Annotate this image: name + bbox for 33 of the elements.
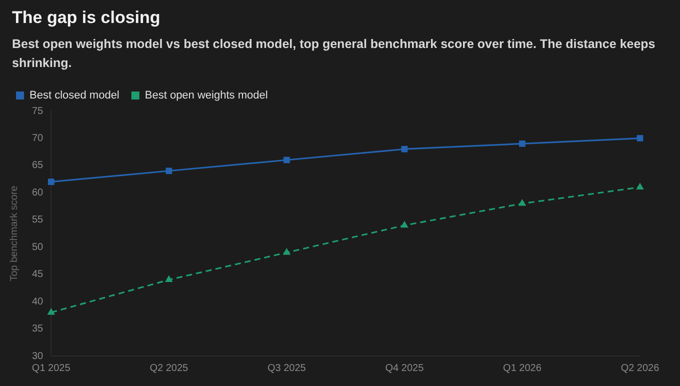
point	[401, 146, 408, 152]
point	[47, 308, 56, 315]
y-tick-label: 70	[32, 132, 44, 144]
point	[636, 135, 644, 142]
y-tick-label: 65	[32, 160, 44, 172]
chart-subtitle: Best open weights model vs best closed model, top general benchmark score over time. The distance keeps shrinking.	[12, 36, 656, 72]
legend-label: Best open weights model	[144, 90, 268, 102]
legend-label: Best closed model	[30, 90, 120, 102]
point	[636, 182, 644, 190]
chart-title: The gap is closing	[12, 8, 160, 28]
x-tick-label: Q3 2025	[267, 362, 306, 374]
point	[166, 168, 172, 174]
y-tick-label: 55	[32, 214, 44, 226]
y-axis-title: Top benchmark score	[8, 185, 20, 282]
x-tick-label: Q2 2025	[150, 362, 189, 374]
y-tick-label: 30	[32, 350, 44, 362]
y-tick-label: 50	[32, 242, 44, 253]
x-tick-label: Q4 2025	[385, 362, 424, 374]
x-tick-label: Q1 2025	[32, 362, 71, 374]
y-tick-label: 75	[32, 106, 44, 117]
point	[519, 140, 526, 147]
point	[282, 248, 291, 255]
point	[48, 178, 54, 185]
y-tick-label: 45	[32, 269, 44, 280]
point	[518, 199, 526, 206]
point	[400, 220, 408, 228]
y-tick-label: 60	[32, 187, 44, 198]
x-tick-label: Q2 2026	[620, 362, 660, 374]
point	[165, 275, 173, 282]
y-tick-label: 35	[32, 324, 44, 335]
y-tick-label: 40	[32, 296, 44, 308]
x-tick-label: Q1 2026	[503, 362, 542, 374]
point	[283, 156, 290, 164]
